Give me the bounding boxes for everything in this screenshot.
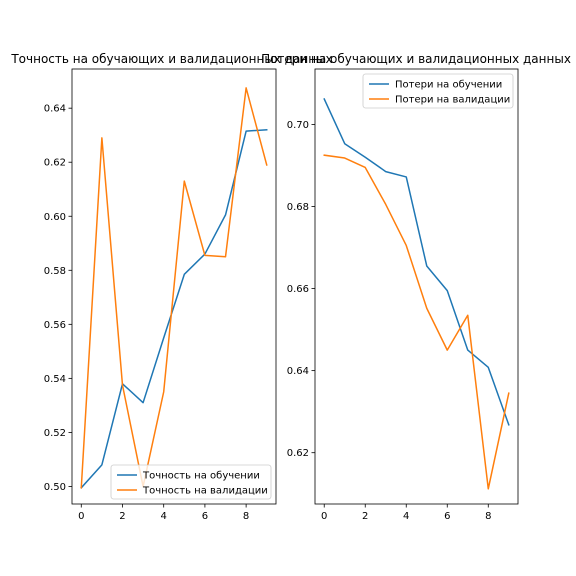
- accuracy-x-axis: 0 2 4 6 8: [78, 504, 249, 522]
- loss-x-tick-label: 2: [362, 511, 368, 522]
- accuracy-legend-label: Точность на обучении: [142, 471, 260, 482]
- accuracy-x-tick-label: 2: [119, 511, 125, 522]
- accuracy-y-tick-label: 0.56: [44, 320, 66, 331]
- accuracy-plot-frame: [71, 68, 277, 505]
- accuracy-legend-box: [110, 464, 272, 500]
- accuracy-x-tick-label: 6: [202, 511, 208, 522]
- accuracy-series-layer: [80, 87, 268, 489]
- loss-x-tick-label: 8: [485, 511, 491, 522]
- loss-y-tick-label: 0.62: [287, 448, 309, 459]
- accuracy-x-tick-label: 0: [78, 511, 84, 522]
- accuracy-chart: 0 2 4 6 8 0.50 0.52 0.54 0.56 0.58 0.60 0.62 0.64 Т…: [10, 52, 332, 522]
- accuracy-y-tick-label: 0.50: [44, 482, 66, 493]
- accuracy-legend: Точность на обучении Точность на валидаци…: [110, 464, 272, 500]
- loss-y-axis: 0.62 0.64 0.66 0.68 0.70: [287, 120, 315, 459]
- loss-legend-label: Потери на валидации: [395, 95, 510, 106]
- loss-legend-label: Потери на обучении: [395, 80, 502, 91]
- accuracy-x-tick-label: 8: [243, 511, 249, 522]
- accuracy-y-tick-label: 0.60: [44, 212, 66, 223]
- loss-x-tick-label: 4: [403, 511, 409, 522]
- loss-series-line-train: [323, 97, 510, 426]
- loss-x-tick-label: 0: [321, 511, 327, 522]
- loss-legend-box: [362, 73, 514, 109]
- loss-legend: Потери на обучении Потери на валидации: [362, 73, 514, 109]
- loss-chart: 0 2 4 6 8 0.62 0.64 0.66 0.68 0.70 Потери на обу…: [261, 52, 571, 522]
- accuracy-legend-label: Точность на валидации: [142, 486, 268, 497]
- accuracy-y-tick-label: 0.62: [44, 158, 66, 169]
- loss-chart-title: Потери на обучающих и валидационных данн…: [261, 52, 571, 66]
- loss-x-tick-label: 6: [444, 511, 450, 522]
- accuracy-y-axis: 0.50 0.52 0.54 0.56 0.58 0.60 0.62 0.64: [44, 104, 72, 493]
- accuracy-series-line-validation: [80, 87, 268, 489]
- loss-y-tick-label: 0.66: [287, 284, 309, 295]
- loss-y-tick-label: 0.70: [287, 120, 309, 131]
- accuracy-y-tick-label: 0.58: [44, 266, 66, 277]
- loss-plot-frame: [314, 68, 519, 505]
- loss-x-axis: 0 2 4 6 8: [321, 504, 491, 522]
- accuracy-y-tick-label: 0.64: [44, 104, 66, 115]
- loss-series-layer: [323, 97, 510, 490]
- accuracy-y-tick-label: 0.52: [44, 428, 66, 439]
- accuracy-chart-title: Точность на обучающих и валидационных да…: [10, 52, 332, 66]
- loss-y-tick-label: 0.64: [287, 366, 309, 377]
- accuracy-y-tick-label: 0.54: [44, 374, 66, 385]
- accuracy-x-tick-label: 4: [161, 511, 167, 522]
- loss-series-line-validation: [323, 154, 510, 490]
- loss-y-tick-label: 0.68: [287, 202, 309, 213]
